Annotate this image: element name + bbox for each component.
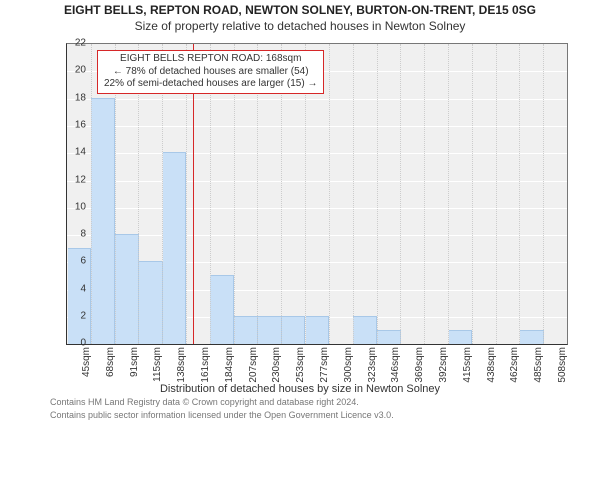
y-tick: 18 (66, 92, 86, 103)
x-tick: 438sqm (486, 347, 497, 397)
bar (115, 234, 139, 344)
bar (377, 330, 401, 345)
gridline-v (543, 44, 544, 344)
x-tick: 323sqm (367, 347, 378, 397)
x-tick: 253sqm (295, 347, 306, 397)
x-tick: 161sqm (200, 347, 211, 397)
bar (139, 261, 163, 344)
gridline-h (67, 181, 567, 182)
y-tick: 22 (66, 38, 86, 49)
x-tick: 277sqm (319, 347, 330, 397)
annotation-line3: 22% of semi-detached houses are larger (… (104, 78, 317, 91)
y-tick: 8 (66, 229, 86, 240)
annotation-box: EIGHT BELLS REPTON ROAD: 168sqm ← 78% of… (97, 50, 324, 94)
y-tick: 4 (66, 283, 86, 294)
gridline-h (67, 153, 567, 154)
y-tick: 14 (66, 147, 86, 158)
gridline-v (496, 44, 497, 344)
page-subtitle: Size of property relative to detached ho… (0, 19, 600, 33)
x-tick: 508sqm (557, 347, 568, 397)
bar (306, 316, 330, 344)
x-tick: 300sqm (343, 347, 354, 397)
y-tick: 20 (66, 65, 86, 76)
x-tick: 91sqm (129, 347, 140, 397)
footer-line2: Contains public sector information licen… (50, 410, 600, 421)
x-tick: 346sqm (390, 347, 401, 397)
gridline-h (67, 235, 567, 236)
gridline-h (67, 126, 567, 127)
bar (282, 316, 306, 344)
annotation-line2: ← 78% of detached houses are smaller (54… (104, 66, 317, 79)
gridline-v (400, 44, 401, 344)
x-tick: 184sqm (224, 347, 235, 397)
chart-container: Number of detached properties EIGHT BELL… (50, 37, 576, 383)
x-tick: 462sqm (509, 347, 520, 397)
y-tick: 16 (66, 120, 86, 131)
gridline-v (424, 44, 425, 344)
x-tick: 485sqm (533, 347, 544, 397)
gridline-v (448, 44, 449, 344)
page-title: EIGHT BELLS, REPTON ROAD, NEWTON SOLNEY,… (0, 4, 600, 17)
footer-line1: Contains HM Land Registry data © Crown c… (50, 397, 600, 408)
bar (258, 316, 282, 344)
x-tick: 230sqm (271, 347, 282, 397)
x-tick: 138sqm (176, 347, 187, 397)
gridline-h (67, 99, 567, 100)
gridline-v (377, 44, 378, 344)
gridline-v (519, 44, 520, 344)
x-tick: 415sqm (462, 347, 473, 397)
bar (91, 98, 115, 344)
x-tick: 369sqm (414, 347, 425, 397)
x-tick: 392sqm (438, 347, 449, 397)
bar (520, 330, 544, 345)
bar (163, 152, 187, 344)
y-tick: 10 (66, 201, 86, 212)
bar (234, 316, 258, 344)
plot-area: EIGHT BELLS REPTON ROAD: 168sqm ← 78% of… (66, 43, 568, 345)
gridline-v (91, 44, 92, 344)
x-tick: 68sqm (105, 347, 116, 397)
y-tick: 2 (66, 310, 86, 321)
x-tick: 115sqm (152, 347, 163, 397)
x-tick: 207sqm (248, 347, 259, 397)
y-tick: 12 (66, 174, 86, 185)
gridline-v (472, 44, 473, 344)
x-tick: 45sqm (81, 347, 92, 397)
gridline-v (329, 44, 330, 344)
gridline-h (67, 208, 567, 209)
bar (210, 275, 234, 344)
gridline-v (353, 44, 354, 344)
y-tick: 6 (66, 256, 86, 267)
bar (449, 330, 473, 345)
annotation-line1: EIGHT BELLS REPTON ROAD: 168sqm (104, 53, 317, 66)
bar (353, 316, 377, 344)
